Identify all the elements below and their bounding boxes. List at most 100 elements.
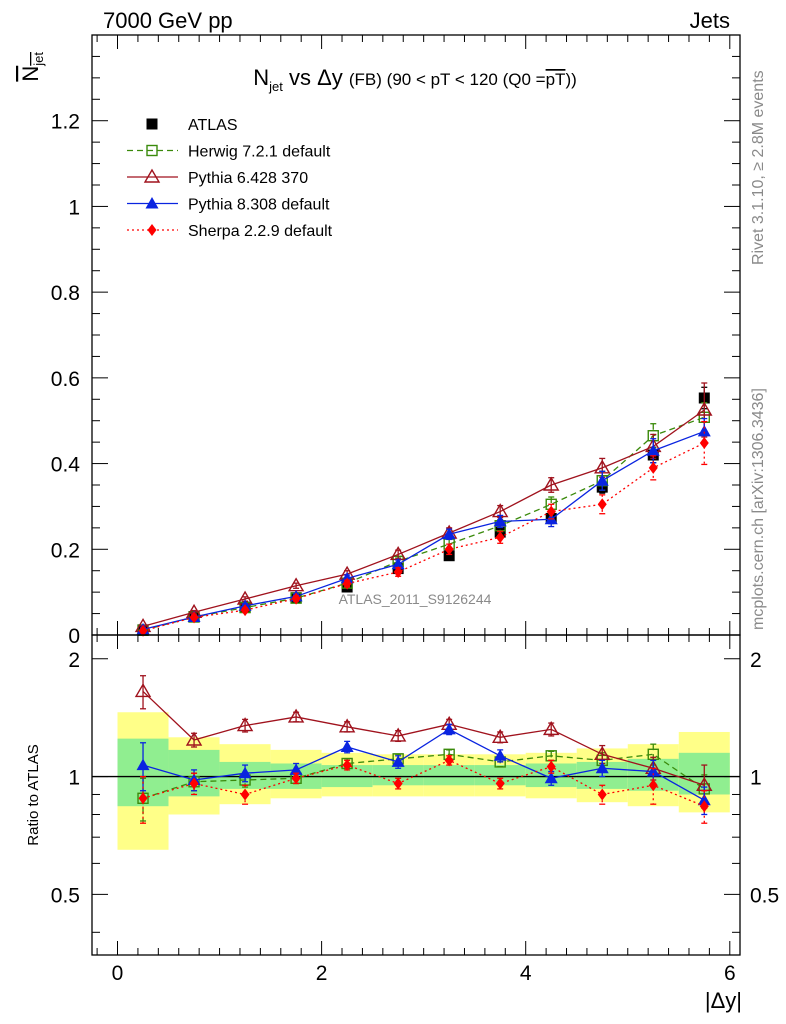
legend: ATLAS Herwig 7.2.1 default Pythia 6.428 37… (127, 117, 333, 240)
data-point (444, 543, 454, 556)
ratio-band-inner (372, 765, 424, 786)
ratio-point (595, 761, 609, 774)
data-point (240, 604, 250, 617)
legend-entry-4: Sherpa 2.2.9 default (127, 223, 333, 240)
y-axis-label-n: Njet (18, 52, 46, 82)
ratio-series-3 (138, 754, 709, 824)
ratio-point (287, 708, 305, 723)
data-point (393, 566, 403, 578)
y-axis-label: Njet (18, 52, 46, 82)
main-y-tick-label: 0 (68, 625, 80, 648)
legend-entry-3: Pythia 8.308 default (127, 197, 330, 214)
x-tick-label: 0 (112, 962, 124, 985)
x-tick-label: 4 (520, 962, 532, 985)
data-point (138, 624, 148, 637)
main-y-tick-label: 1 (68, 196, 80, 219)
legend-entry-0: ATLAS (146, 117, 238, 134)
ratio-point (597, 788, 607, 801)
legend-entry-1: Herwig 7.2.1 default (127, 144, 331, 161)
ratio-point (648, 779, 658, 792)
ratio-point (495, 777, 505, 790)
title-rest-2: )) (565, 70, 576, 89)
data-point (493, 514, 507, 527)
ratio-axis-ticks: 0.5 0.5 1 1 2 2 0 2 4 6 (51, 635, 779, 985)
ratio-point (138, 792, 148, 805)
watermark-label: ATLAS_2011_S9126244 (339, 591, 492, 607)
title-vs: vs Δy (283, 65, 349, 90)
mcplots-label: mcplots.cern.ch [arXiv:1306.3436] (750, 388, 767, 630)
header-left-label: 7000 GeV pp (103, 8, 233, 33)
ratio-series-line-0 (142, 753, 705, 799)
ratio-point (185, 731, 203, 746)
series-4 (138, 420, 709, 637)
ratio-point (491, 728, 509, 743)
data-point (697, 424, 711, 437)
main-series-layer (134, 382, 713, 637)
ratio-frame (91, 634, 741, 956)
legend-label: Sherpa 2.2.9 default (188, 223, 333, 240)
main-y-tick-label: 1.2 (51, 111, 80, 134)
series-line-3 (142, 430, 705, 631)
ratio-series-line-2 (142, 728, 705, 801)
x-axis-label: |Δy| (705, 988, 742, 1013)
x-tick-label: 2 (316, 962, 328, 985)
main-y-tick-label: 0.8 (51, 282, 80, 305)
data-point (597, 498, 607, 511)
ratio-point (391, 755, 405, 767)
ratio-point (134, 683, 152, 698)
ratio-point (646, 765, 660, 777)
ratio-point (594, 745, 611, 760)
title-n: N (253, 65, 269, 90)
ratio-band-inner (423, 765, 475, 786)
ratio-y-axis-label: Ratio to ATLAS (25, 744, 42, 845)
ratio-y-tick-label: 0.5 (51, 884, 80, 907)
ratio-point (444, 754, 454, 767)
data-point (542, 476, 560, 491)
legend-marker (146, 144, 158, 157)
ratio-point (240, 788, 250, 801)
ratio-y-tick-label-right: 0.5 (750, 884, 779, 907)
data-point (646, 444, 660, 456)
ratio-point (236, 717, 254, 732)
ratio-point (393, 777, 403, 790)
ratio-series-line-3 (142, 759, 705, 807)
data-point (443, 550, 455, 562)
series-line-1 (142, 416, 705, 631)
ratio-series-line-1 (142, 690, 705, 786)
data-point (391, 557, 405, 570)
ratio-y-tick-label: 1 (68, 767, 80, 790)
legend-marker (147, 224, 157, 236)
main-y-tick-label: 0.4 (51, 454, 81, 477)
main-y-tick-label: 0.2 (51, 539, 80, 562)
ratio-point (291, 772, 301, 785)
data-point (189, 611, 199, 624)
ratio-point (697, 793, 711, 806)
main-title: Njet vs Δy (FB) (90 < pT < 120 (Q0 =pT)) (253, 65, 577, 94)
data-point (495, 531, 505, 544)
title-fb: (FB) (349, 70, 382, 89)
legend-marker (146, 118, 158, 130)
ratio-point (340, 740, 354, 752)
ratio-y-tick-label-right: 2 (750, 649, 762, 672)
ratio-series-2 (136, 722, 711, 816)
legend-label: Herwig 7.2.1 default (188, 144, 331, 161)
ratio-point (544, 771, 558, 784)
data-point (699, 437, 709, 449)
ratio-point (389, 727, 407, 742)
ratio-band-inner (474, 765, 526, 786)
x-tick-label: 6 (724, 962, 736, 985)
main-y-tick-label: 0.6 (51, 368, 80, 391)
ratio-point (699, 800, 709, 813)
data-point (648, 461, 658, 474)
ratio-point (342, 759, 352, 772)
ratio-y-tick-label-right: 1 (750, 767, 762, 790)
series-line-2 (142, 409, 705, 628)
legend-label: Pythia 6.428 370 (188, 170, 308, 187)
data-point (546, 505, 556, 518)
ratio-point (189, 777, 199, 790)
legend-marker (143, 168, 161, 183)
ratio-point (493, 749, 507, 761)
data-point (291, 592, 301, 605)
ratio-point (546, 760, 556, 773)
header-right-label: Jets (690, 8, 730, 33)
